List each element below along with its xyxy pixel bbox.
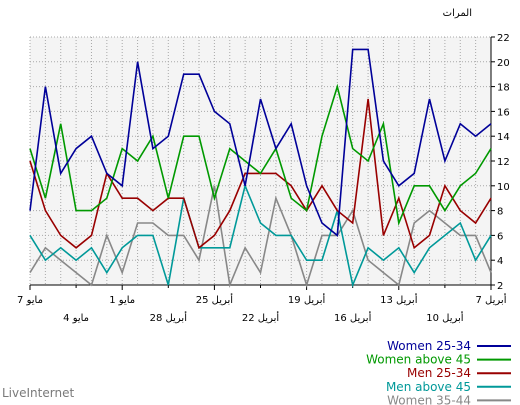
plot-area: 2 4 6 8 10 12 14 16 18 20 22 7 أبريل 13 أبريل 19 أبري…	[17, 33, 510, 324]
y-axis-label: المرات	[443, 8, 472, 19]
y-tick-label: 8	[497, 207, 503, 218]
x-tick-label: 7 أبريل	[476, 293, 507, 306]
y-tick-label: 20	[497, 58, 510, 69]
y-tick-label: 4	[497, 256, 503, 267]
series-line	[29, 83, 492, 226]
x-tick-label-secondary: 28 أبريل	[150, 311, 188, 324]
series-line	[29, 48, 492, 237]
y-tick-label: 16	[497, 107, 510, 118]
y-tick-label: 10	[497, 182, 510, 193]
x-tick-label: 25 أبريل	[196, 293, 234, 306]
x-tick-label: 7 مايو	[17, 295, 43, 306]
legend-label: Men 25-34	[407, 366, 471, 380]
legend-label: Women 25-34	[387, 339, 471, 353]
legend-label: Women above 45	[366, 353, 471, 367]
branding-label: LiveInternet	[2, 386, 75, 400]
series-line	[29, 185, 492, 288]
y-tick-label: 12	[497, 157, 510, 168]
y-tick-label: 14	[497, 132, 510, 143]
legend-label: Men above 45	[386, 380, 471, 394]
series-line	[29, 183, 492, 288]
x-tick-label: 1 مايو	[109, 295, 135, 306]
y-tick-label: 2	[497, 281, 503, 292]
x-tick-label-secondary: 16 أبريل	[334, 311, 372, 324]
x-tick-label: 19 أبريل	[288, 293, 326, 306]
x-tick-label-secondary: 10 أبريل	[426, 311, 464, 324]
legend-label: Women 35-44	[387, 393, 471, 405]
x-tick-label: 13 أبريل	[380, 293, 418, 306]
y-tick-label: 6	[497, 231, 503, 242]
x-tick-label-secondary: 4 مايو	[63, 313, 89, 324]
x-tick-label-secondary: 22 أبريل	[242, 311, 280, 324]
y-tick-label: 18	[497, 83, 510, 94]
y-tick-label: 22	[497, 33, 510, 44]
